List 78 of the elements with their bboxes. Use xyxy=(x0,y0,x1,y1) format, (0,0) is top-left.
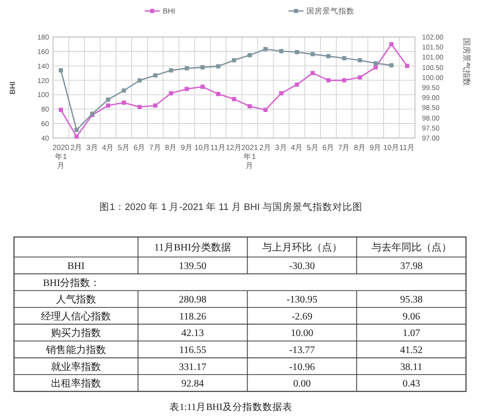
data-label: 37.98 xyxy=(400,261,423,272)
data-label: -10.96 xyxy=(289,362,315,373)
point xyxy=(58,68,63,72)
data-label: 42.13 xyxy=(181,328,204,340)
category-label: 经理人信心指数 xyxy=(41,310,111,322)
point xyxy=(232,58,236,62)
point xyxy=(137,78,142,83)
point xyxy=(137,104,142,110)
y2-axis-title: 国房景气指数 xyxy=(462,38,471,86)
point xyxy=(294,82,300,87)
point xyxy=(74,128,79,132)
point xyxy=(263,47,268,52)
point xyxy=(358,58,362,62)
point xyxy=(216,64,220,68)
category-label: BHI xyxy=(67,261,85,272)
text: 与上月环比（点） xyxy=(262,242,342,254)
point xyxy=(374,65,378,70)
point xyxy=(200,65,205,70)
data-label: 10.00 xyxy=(290,328,314,340)
category-label: 人气指数 xyxy=(56,294,96,306)
point xyxy=(153,103,158,108)
data-label: 0.43 xyxy=(402,378,420,390)
point xyxy=(342,78,346,82)
point xyxy=(184,66,189,70)
category-label: 就业率指数 xyxy=(51,360,101,373)
point xyxy=(310,52,315,56)
data-label: 139.50 xyxy=(178,261,206,272)
point xyxy=(58,108,63,112)
point xyxy=(326,78,331,82)
point xyxy=(263,108,268,112)
data-label: 331.17 xyxy=(178,362,206,373)
data-label: 95.38 xyxy=(400,294,423,306)
point xyxy=(122,88,126,93)
point xyxy=(74,134,79,139)
point xyxy=(279,49,284,54)
point xyxy=(248,104,252,108)
point xyxy=(168,91,174,96)
point xyxy=(389,63,394,68)
point xyxy=(279,91,284,96)
point xyxy=(106,103,110,108)
text: 表1:11月BHI及分指数数据表 xyxy=(170,401,292,413)
category-label: 出租率指数 xyxy=(51,378,101,390)
point xyxy=(342,56,346,60)
data-label: -130.95 xyxy=(286,294,318,306)
point xyxy=(168,68,174,72)
point xyxy=(232,96,236,102)
category-label: 购买力指数 xyxy=(51,327,101,340)
text: 图1：2020 年 1 月-2021 年 11 月 BHI 与国房景气指数对比图 xyxy=(100,201,362,213)
data-label: 9.06 xyxy=(402,311,420,322)
point xyxy=(405,64,410,68)
point xyxy=(310,70,315,76)
point xyxy=(216,92,220,96)
data-label: -30.30 xyxy=(289,261,315,272)
text: 11月BHI分类数据 xyxy=(154,242,232,254)
point xyxy=(106,98,110,102)
point xyxy=(358,75,362,80)
data-label: 280.98 xyxy=(178,294,206,306)
point xyxy=(294,50,300,54)
point xyxy=(153,73,158,78)
point xyxy=(374,61,378,66)
point xyxy=(326,54,331,58)
point xyxy=(248,53,252,58)
point xyxy=(389,42,394,46)
text: BHI分指数： xyxy=(43,276,100,289)
data-label: -2.69 xyxy=(292,311,312,322)
data-label: 92.84 xyxy=(181,378,204,390)
data-label: 0.00 xyxy=(293,378,311,390)
data-label: 41.52 xyxy=(400,345,423,356)
point xyxy=(122,100,126,105)
data-label: 1.07 xyxy=(402,328,420,340)
data-label: 116.55 xyxy=(179,345,206,356)
point xyxy=(184,86,189,92)
point xyxy=(200,84,205,89)
data-label: 118.26 xyxy=(179,311,206,322)
text: 与去年同比（点） xyxy=(371,242,452,254)
data-label: -13.77 xyxy=(289,345,315,356)
category-label: 销售能力指数 xyxy=(45,344,106,356)
data-label: 38.11 xyxy=(400,362,422,373)
